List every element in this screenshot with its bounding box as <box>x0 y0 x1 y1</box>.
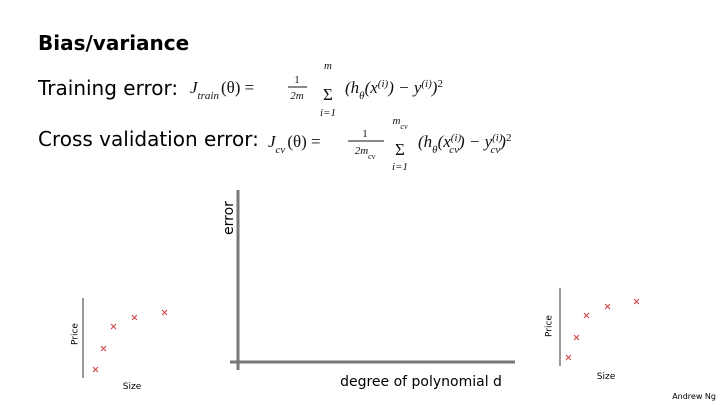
mini-x-label: Size <box>123 382 142 392</box>
sum-bottom: i=1 <box>320 107 336 119</box>
cv-formula: Jcv (θ) = 1 2mcv Σ mcv i=1 (hθ(x(i) cv) − … <box>268 115 511 173</box>
formula-body: (hθ(x(i) cv) − y(i) cv)2 <box>418 132 511 156</box>
t: ) <box>431 78 438 97</box>
x-label: degree of polynomial d <box>340 374 502 390</box>
formula-body: (hθ(x(i)) − y(i))2 <box>345 78 443 102</box>
t: (θ) = <box>221 78 254 97</box>
t: J <box>268 132 277 151</box>
t: (i) <box>421 78 432 90</box>
t: (i) <box>492 132 503 144</box>
t: ) − y <box>387 78 422 97</box>
t: (x <box>438 132 452 151</box>
den: 2mcv <box>355 145 376 161</box>
num: 1 <box>294 74 300 86</box>
t: (θ) = <box>287 132 320 151</box>
data-points <box>92 309 168 373</box>
t: (h <box>345 78 359 97</box>
training-formula: Jtrain (θ) = 1 2m Σ m i=1 (hθ(x(i)) − y(i… <box>190 60 443 119</box>
t: (h <box>418 132 432 151</box>
title: Bias/variance <box>38 31 189 55</box>
t: 2 <box>506 132 512 144</box>
author: Andrew Ng <box>672 392 716 401</box>
data-points <box>565 298 640 361</box>
cv-label: Cross validation error: <box>38 127 259 151</box>
t: ) − y <box>458 132 493 151</box>
t: 2m <box>355 145 369 157</box>
sum-bottom: i=1 <box>392 161 408 173</box>
t: m <box>392 115 400 127</box>
t: cv <box>276 144 286 156</box>
formula-lhs: Jcv (θ) = <box>268 132 321 156</box>
mini-y-label: Price <box>71 323 81 345</box>
t: J <box>190 78 199 97</box>
t: 2 <box>437 78 443 90</box>
t: ) <box>499 132 506 151</box>
y-label: error <box>221 201 237 235</box>
sum-top: mcv <box>392 115 408 131</box>
t: cv <box>400 122 408 131</box>
num: 1 <box>362 128 368 140</box>
mini-y-label: Price <box>545 315 555 337</box>
t: (x <box>365 78 379 97</box>
t: (i) <box>451 132 462 144</box>
t: train <box>198 90 220 102</box>
t: (i) <box>378 78 389 90</box>
training-label: Training error: <box>37 76 178 100</box>
formula-lhs: Jtrain (θ) = <box>190 78 254 102</box>
sum-top: m <box>324 60 332 72</box>
sum: Σ <box>323 85 333 104</box>
t: cv <box>491 144 501 156</box>
t: θ <box>359 90 365 102</box>
mini-x-label: Size <box>597 372 616 382</box>
t: cv <box>449 144 459 156</box>
t: θ <box>432 144 438 156</box>
den: 2m <box>290 90 304 102</box>
t: cv <box>368 152 376 161</box>
sum: Σ <box>395 140 405 159</box>
